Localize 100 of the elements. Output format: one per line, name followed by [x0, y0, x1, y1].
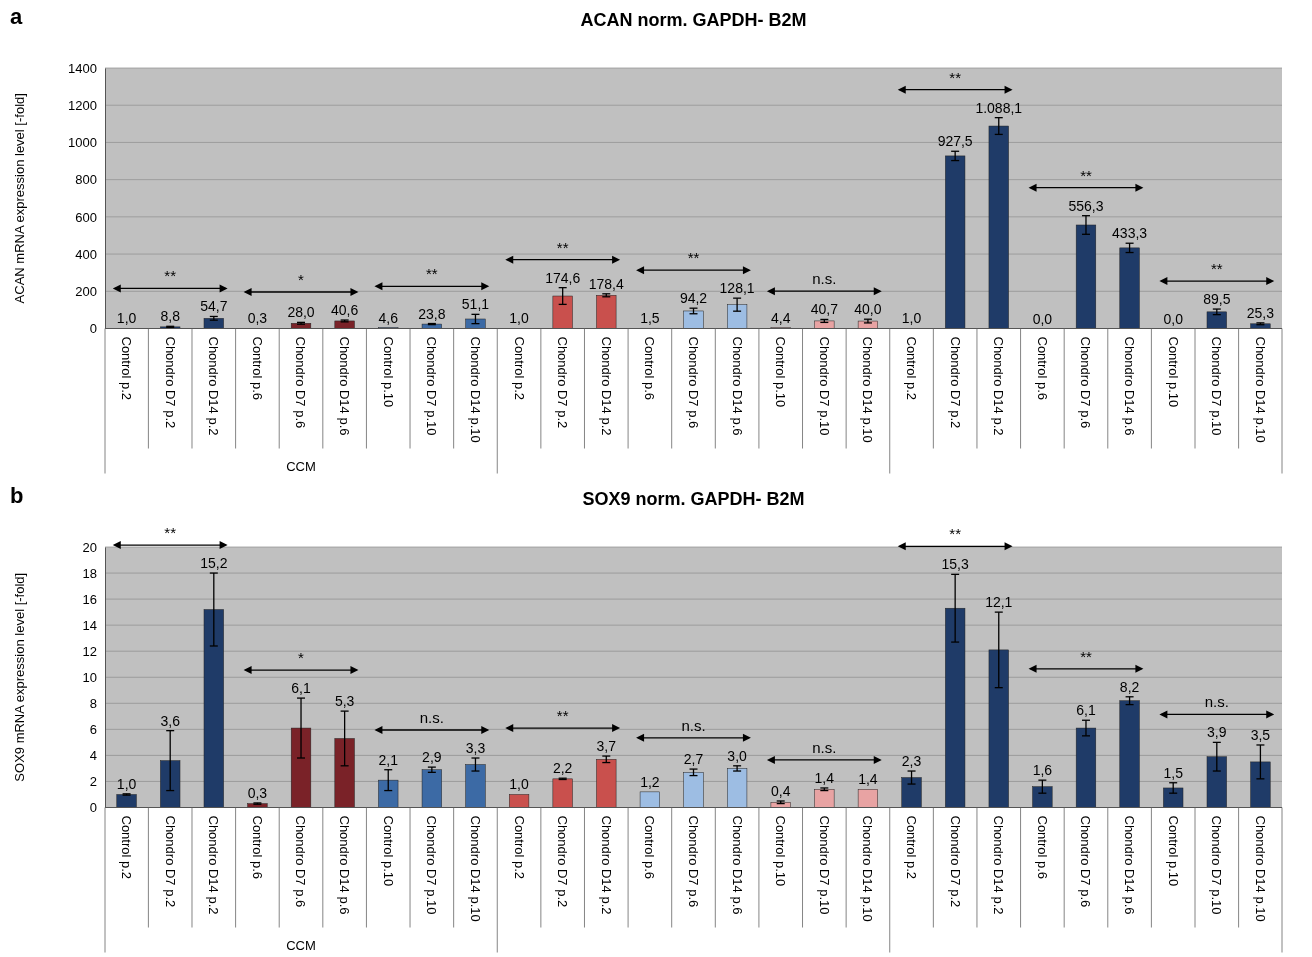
- data-label: 0,0: [1032, 310, 1053, 327]
- x-tick-label: Chondro D7 p.2: [947, 815, 963, 907]
- data-label: 1,5: [1163, 764, 1184, 781]
- data-label: 23,8: [418, 305, 446, 322]
- x-tick-label: Chondro D7 p.10: [1209, 336, 1225, 436]
- y-tick-label: 800: [75, 172, 97, 188]
- annotation: *: [298, 271, 305, 289]
- y-tick-label: 400: [75, 246, 97, 262]
- annotation: **: [687, 249, 700, 267]
- y-tick-label: 4: [89, 747, 97, 763]
- x-tick-label: Chondro D7 p.6: [293, 815, 309, 907]
- x-tick-label: Control p.6: [1034, 815, 1050, 879]
- data-label: 3,0: [727, 747, 748, 764]
- x-tick-label: Chondro D14 p.2: [206, 336, 222, 436]
- data-label: 40,7: [810, 301, 839, 318]
- y-tick-label: 1200: [68, 97, 97, 113]
- y-axis-title: ACAN mRNA expression level [-fold]: [12, 93, 27, 304]
- annotation: n.s.: [812, 270, 837, 288]
- chart-title: ACAN norm. GAPDH- B2M: [580, 10, 807, 30]
- data-label: 128,1: [719, 280, 755, 297]
- annotation: n.s.: [681, 716, 706, 734]
- annotation: n.s.: [812, 738, 837, 756]
- x-tick-label: Chondro D7 p.2: [162, 336, 178, 429]
- data-label: 94,2: [679, 290, 708, 307]
- annotation: *: [298, 648, 305, 666]
- data-label: 3,7: [596, 737, 617, 754]
- x-tick-label: Chondro D7 p.6: [685, 336, 701, 429]
- y-tick-label: 18: [82, 565, 97, 581]
- x-tick-label: Chondro D7 p.6: [1078, 336, 1094, 429]
- y-tick-label: 1000: [68, 135, 97, 151]
- data-label: 1,0: [116, 310, 137, 327]
- text: **: [164, 523, 177, 541]
- x-tick-label: Chondro D14 p.2: [991, 336, 1007, 436]
- x-tick-label: Chondro D14 p.10: [1252, 336, 1268, 443]
- y-tick-label: 0: [89, 321, 97, 337]
- data-label: 40,6: [331, 302, 359, 319]
- x-tick-label: Chondro D14 p.2: [598, 336, 614, 436]
- data-label: 433,3: [1112, 225, 1148, 242]
- x-tick-label: Control p.10: [1165, 815, 1181, 886]
- text: b: [10, 482, 24, 508]
- x-tick-label: Control p.6: [642, 336, 658, 401]
- data-label: 8,2: [1119, 678, 1140, 695]
- x-tick-label: Chondro D14 p.6: [337, 815, 353, 915]
- annotation: **: [556, 238, 569, 256]
- data-label: 927,5: [937, 133, 973, 150]
- data-label: 0,0: [1163, 310, 1184, 327]
- x-tick-label: Chondro D7 p.2: [555, 815, 571, 907]
- data-label: 89,5: [1203, 291, 1231, 308]
- x-tick-label: Chondro D7 p.6: [685, 815, 701, 907]
- x-tick-label: Chondro D14 p.2: [206, 815, 222, 915]
- data-label: 0,3: [247, 310, 268, 327]
- data-label: 51,1: [461, 296, 490, 313]
- data-label: 4,4: [770, 309, 791, 326]
- x-tick-label: Control p.10: [773, 336, 789, 408]
- y-tick-label: 8: [89, 695, 97, 711]
- y-tick-label: 1400: [68, 60, 97, 76]
- data-label: 1,0: [509, 310, 530, 327]
- y-tick-label: 200: [75, 283, 97, 299]
- data-label: 1,0: [116, 775, 137, 792]
- annotation: n.s.: [419, 708, 444, 726]
- data-label: 4,6: [378, 309, 399, 326]
- x-tick-label: Chondro D7 p.6: [293, 336, 309, 429]
- y-tick-label: 0: [89, 799, 97, 815]
- x-tick-label: Chondro D14 p.10: [467, 336, 483, 443]
- data-label: 1.088,1: [975, 99, 1023, 116]
- data-label: 2,1: [378, 751, 399, 768]
- x-tick-label: Control p.10: [380, 336, 396, 408]
- data-label: 28,0: [287, 304, 315, 321]
- annotation: **: [1080, 166, 1092, 184]
- annotation: **: [1210, 260, 1223, 278]
- data-label: 3,9: [1207, 723, 1227, 740]
- data-label: 3,6: [160, 712, 181, 729]
- x-tick-label: Chondro D7 p.10: [816, 815, 832, 915]
- annotation: **: [1080, 647, 1092, 665]
- data-label: 3,3: [465, 739, 486, 756]
- x-tick-label: Control p.2: [903, 336, 919, 401]
- x-tick-label: Chondro D7 p.10: [424, 815, 440, 915]
- y-tick-label: 12: [82, 643, 97, 659]
- chart-title: SOX9 norm. GAPDH- B2M: [582, 488, 805, 509]
- annotation: **: [556, 706, 569, 724]
- data-label: 15,3: [941, 555, 969, 572]
- x-tick-label: Chondro D7 p.2: [947, 336, 963, 429]
- y-axis-title: SOX9 mRNA expression level [-fold]: [12, 572, 27, 782]
- x-tick-label: Chondro D7 p.2: [162, 815, 178, 907]
- y-tick-label: 20: [82, 539, 97, 555]
- y-tick-label: 10: [82, 669, 97, 685]
- x-tick-label: Control p.6: [1034, 336, 1050, 401]
- x-tick-label: Chondro D14 p.6: [729, 336, 745, 436]
- x-tick-label: Chondro D14 p.6: [1122, 815, 1138, 915]
- data-label: 5,3: [334, 692, 355, 709]
- data-label: 15,2: [200, 554, 228, 571]
- data-label: 12,1: [985, 593, 1013, 610]
- y-tick-label: 600: [75, 209, 97, 225]
- x-tick-label: Chondro D7 p.2: [555, 336, 571, 429]
- data-label: 1,4: [858, 770, 878, 787]
- y-tick-label: 6: [89, 721, 97, 737]
- data-label: 54,7: [200, 298, 228, 315]
- annotation: n.s.: [1204, 692, 1229, 710]
- data-label: 2,7: [683, 750, 704, 767]
- x-tick-label: Chondro D7 p.10: [816, 336, 832, 436]
